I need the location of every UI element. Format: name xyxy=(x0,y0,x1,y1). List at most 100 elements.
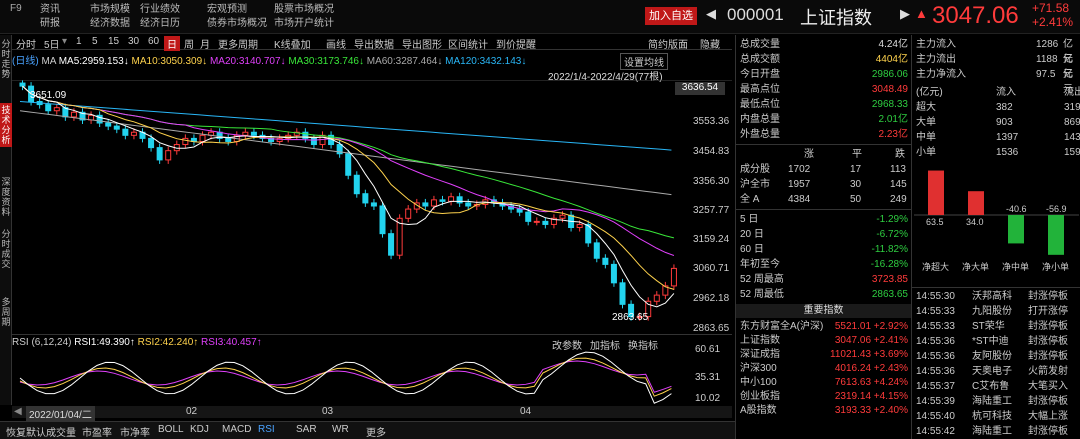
candle xyxy=(448,196,455,202)
tb-weekly[interactable]: 周 xyxy=(184,40,194,51)
index-row[interactable]: 东方财富全A(沪深) 5521.01 +2.92% xyxy=(740,321,908,332)
indicator-tab[interactable]: 恢复默认 xyxy=(6,428,46,439)
tb-monthly[interactable]: 月 xyxy=(200,40,210,51)
menu-col-1[interactable]: 资讯 研报 xyxy=(40,4,60,29)
tb-export-chart[interactable]: 导出图形 xyxy=(402,40,442,51)
low-marker: 2863.65 xyxy=(612,312,649,323)
candle xyxy=(53,107,60,112)
ticker-row[interactable]: 14:55:36 友阿股份 封涨停板 xyxy=(916,351,1068,362)
tab-intraday[interactable]: 分 时 走 势 xyxy=(1,39,11,79)
candle xyxy=(113,125,120,130)
candle xyxy=(165,150,172,161)
tb-60min[interactable]: 60 xyxy=(148,36,160,47)
index-row[interactable]: 上证指数 3047.06 +2.41% xyxy=(740,335,908,346)
tab-multi-period[interactable]: 多 周 期 xyxy=(1,297,11,327)
f9-label[interactable]: F9 xyxy=(10,3,22,14)
chevron-down-icon[interactable]: ▾ xyxy=(62,36,68,47)
rsi-chart[interactable] xyxy=(12,350,732,406)
rsi-tick-mid: 35.31 xyxy=(695,372,721,383)
candle xyxy=(636,316,643,319)
candle xyxy=(662,285,669,296)
ma-settings-button[interactable]: 设置均线 xyxy=(620,53,668,70)
index-row[interactable]: 深证成指 11021.43 +3.69% xyxy=(740,349,908,360)
tb-5min[interactable]: 5 xyxy=(92,36,98,47)
kline-chart[interactable] xyxy=(12,80,732,332)
indicator-tab[interactable]: 市盈率 xyxy=(82,428,112,439)
indicator-tab[interactable]: WR xyxy=(332,424,349,435)
hide-button[interactable]: 隐藏 xyxy=(700,40,720,51)
indicator-tab[interactable]: 更多 xyxy=(366,428,386,439)
candle xyxy=(610,263,617,284)
indicator-tab[interactable]: KDJ xyxy=(190,424,209,435)
tb-15min[interactable]: 15 xyxy=(108,36,120,47)
tab-deep-data[interactable]: 深 度 资 料 xyxy=(1,177,11,217)
candle xyxy=(585,223,592,244)
ticker-row[interactable]: 14:55:30 沃邦高科 封涨停板 xyxy=(916,291,1068,302)
net-flow-bar xyxy=(928,170,944,215)
indicator-tab[interactable]: RSI xyxy=(258,424,275,435)
candle xyxy=(593,242,600,259)
simple-layout-button[interactable]: 简约版面 xyxy=(648,40,688,51)
flow-row: 主力流入 1286 亿元 xyxy=(916,39,1073,65)
tb-1min[interactable]: 1 xyxy=(76,36,82,47)
perf-row: 20 日 -6.72% xyxy=(740,229,908,240)
ticker-row[interactable]: 14:55:42 海陆重工 封涨停板 xyxy=(916,426,1068,437)
tb-30min[interactable]: 30 xyxy=(128,36,140,47)
candle xyxy=(645,300,652,318)
tab-trades[interactable]: 分 时 成 交 xyxy=(1,229,11,269)
tb-draw-lines[interactable]: 画线 xyxy=(326,40,346,51)
index-row[interactable]: A股指数 3193.33 +2.40% xyxy=(740,405,908,416)
tb-kline-overlay[interactable]: K线叠加 xyxy=(274,40,311,51)
tb-daily[interactable]: 日 xyxy=(164,36,180,51)
y-tick: 3257.77 xyxy=(693,205,730,216)
ma10-value: MA10:3050.309↓ xyxy=(131,56,208,67)
prev-arrow-icon[interactable]: ◀ xyxy=(706,6,716,21)
switch-indicator-button[interactable]: 换指标 xyxy=(628,341,658,352)
add-watchlist-button[interactable]: 加入自选 xyxy=(645,7,697,25)
rsi3-value: RSI3:40.457↑ xyxy=(201,337,262,348)
indicator-tab[interactable]: 市净率 xyxy=(120,428,150,439)
menu-col-2[interactable]: 市场规模 经济数据 xyxy=(90,4,130,29)
tb-export-data[interactable]: 导出数据 xyxy=(354,40,394,51)
indicator-tab[interactable]: MACD xyxy=(222,424,252,435)
stat-row: 总成交量 4.24亿 xyxy=(740,39,908,50)
index-row[interactable]: 中小100 7613.63 +4.24% xyxy=(740,377,908,388)
index-name: 上证指数 xyxy=(800,8,872,28)
perf-row: 52 周最高 3723.85 xyxy=(740,274,908,285)
index-row[interactable]: 沪深300 4016.24 +2.43% xyxy=(740,363,908,374)
candle xyxy=(276,137,283,142)
menu-col-5[interactable]: 股票市场概况 市场开户统计 xyxy=(274,4,334,29)
ticker-row[interactable]: 14:55:36 *ST中迪 封涨停板 xyxy=(916,336,1068,347)
ticker-row[interactable]: 14:55:33 九阳股份 打开涨停 xyxy=(916,306,1068,317)
candle xyxy=(362,193,369,204)
tab-technical[interactable]: 技 术 分 析 xyxy=(0,103,12,147)
indicator-tab[interactable]: SAR xyxy=(296,424,317,435)
next-arrow-icon[interactable]: ▶ xyxy=(900,6,910,21)
ticker-row[interactable]: 14:55:39 海陆重工 封涨停板 xyxy=(916,396,1068,407)
tb-range-stats[interactable]: 区间统计 xyxy=(448,40,488,51)
tb-price-alert[interactable]: 到价提醒 xyxy=(496,40,536,51)
candle xyxy=(148,137,155,149)
net-flow-bars: 63.5 净超大 34.0 净大单 -40.6 净中单 -56.9 净小单 xyxy=(914,170,1079,272)
ticker-row[interactable]: 14:55:36 天奥电子 火箭发射 xyxy=(916,366,1068,377)
tb-more-periods[interactable]: 更多周期 xyxy=(218,40,258,51)
breadth-row: 全 A 4384 50 249 xyxy=(740,194,907,205)
indicator-tab[interactable]: BOLL xyxy=(158,424,184,435)
ticker-row[interactable]: 14:55:33 ST荣华 封涨停板 xyxy=(916,321,1068,332)
change-params-button[interactable]: 改参数 xyxy=(552,341,582,352)
add-indicator-button[interactable]: 加指标 xyxy=(590,341,620,352)
candle xyxy=(353,174,360,195)
ticker-row[interactable]: 14:55:37 C艾布鲁 大笔买入 xyxy=(916,381,1068,392)
menu-col-3[interactable]: 行业绩效 经济日历 xyxy=(140,4,180,29)
ticker-row[interactable]: 14:55:40 杭可科技 大幅上涨 xyxy=(916,411,1068,422)
index-row[interactable]: 创业板指 2319.14 +4.15% xyxy=(740,391,908,402)
tb-intraday[interactable]: 分时 xyxy=(16,40,36,51)
scroll-left-icon[interactable]: ◀ xyxy=(14,406,22,417)
indicator-tab[interactable]: 成交量 xyxy=(46,428,76,439)
perf-row: 60 日 -11.82% xyxy=(740,244,908,255)
tb-5day[interactable]: 5日 xyxy=(44,40,60,51)
net-flow-label: 净小单 xyxy=(1042,261,1069,272)
menu-col-4[interactable]: 宏观预测 债券市场概况 xyxy=(207,4,267,29)
stat-row: 总成交额 4404亿 xyxy=(740,54,908,65)
candle xyxy=(336,144,343,155)
